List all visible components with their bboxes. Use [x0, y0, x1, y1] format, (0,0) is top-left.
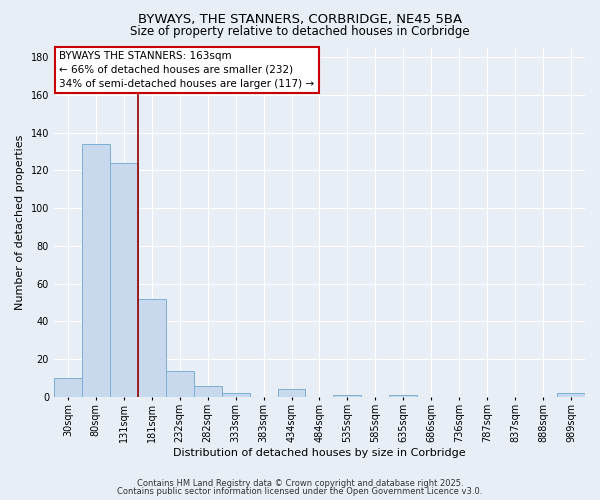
Text: Contains HM Land Registry data © Crown copyright and database right 2025.: Contains HM Land Registry data © Crown c…: [137, 478, 463, 488]
Bar: [334, 395, 361, 397]
Bar: [557, 393, 585, 397]
Bar: [54, 378, 82, 397]
Bar: [110, 162, 138, 397]
Y-axis label: Number of detached properties: Number of detached properties: [15, 134, 25, 310]
Bar: [166, 370, 194, 397]
Bar: [221, 393, 250, 397]
Text: Size of property relative to detached houses in Corbridge: Size of property relative to detached ho…: [130, 25, 470, 38]
Text: BYWAYS, THE STANNERS, CORBRIDGE, NE45 5BA: BYWAYS, THE STANNERS, CORBRIDGE, NE45 5B…: [138, 12, 462, 26]
Bar: [278, 390, 305, 397]
Text: Contains public sector information licensed under the Open Government Licence v3: Contains public sector information licen…: [118, 487, 482, 496]
Bar: [389, 395, 417, 397]
Bar: [194, 386, 221, 397]
Bar: [82, 144, 110, 397]
Text: BYWAYS THE STANNERS: 163sqm
← 66% of detached houses are smaller (232)
34% of se: BYWAYS THE STANNERS: 163sqm ← 66% of det…: [59, 51, 314, 89]
X-axis label: Distribution of detached houses by size in Corbridge: Distribution of detached houses by size …: [173, 448, 466, 458]
Bar: [138, 299, 166, 397]
